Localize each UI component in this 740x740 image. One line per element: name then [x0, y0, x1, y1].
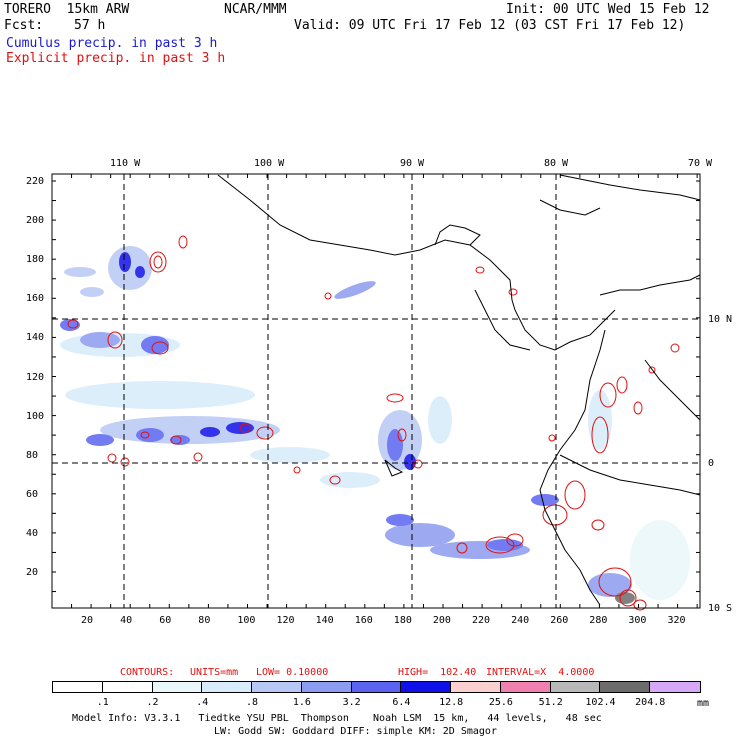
y-tick-label: 60 — [26, 488, 39, 500]
forecast-label: Fcst: — [4, 18, 44, 33]
forecast-hours: 57 h — [74, 18, 106, 33]
colorbar — [52, 681, 701, 693]
lat-label-10n: 10 N — [708, 314, 733, 325]
axis-ticks — [51, 174, 700, 608]
contours-high: HIGH= 102.40 — [398, 667, 477, 678]
contours-low: LOW= 0.10000 — [256, 667, 329, 678]
lon-label-80w: 80 W — [544, 158, 569, 169]
colorbar-label: 12.8 — [439, 697, 464, 708]
y-tick-label: 160 — [26, 293, 45, 305]
colorbar-label: 1.6 — [292, 697, 311, 708]
x-tick-label: 160 — [354, 615, 373, 626]
model-name: TORERO 15km ARW — [4, 2, 130, 17]
y-tick-label: 20 — [26, 567, 39, 578]
colorbar-label: 25.6 — [488, 697, 513, 708]
x-tick-label: 60 — [159, 615, 172, 626]
lat-lon-grid — [52, 174, 700, 608]
x-tick-label: 100 — [237, 615, 256, 626]
x-tick-label: 240 — [511, 615, 530, 626]
lon-label-90w: 90 W — [400, 158, 425, 169]
colorbar-label: 51.2 — [538, 697, 563, 708]
colorbar-swatch — [351, 682, 402, 692]
colorbar-swatch — [53, 682, 103, 692]
x-tick-label: 220 — [472, 615, 491, 626]
y-tick-label: 180 — [26, 254, 45, 266]
init-time: Init: 00 UTC Wed 15 Feb 12 — [506, 2, 710, 17]
colorbar-swatch — [401, 682, 452, 692]
contours-interval: INTERVAL=X 4.0000 — [486, 667, 595, 678]
colorbar-swatch — [152, 682, 203, 692]
cumulus-precip-areas — [60, 246, 690, 604]
colorbar-swatch — [650, 682, 700, 692]
contours-label: CONTOURS: — [120, 667, 175, 678]
x-tick-label: 280 — [589, 615, 608, 626]
colorbar-swatch — [102, 682, 153, 692]
x-tick-label: 320 — [667, 615, 686, 626]
colorbar-swatch — [252, 682, 302, 692]
legend-explicit: Explicit precip. in past 3 h — [6, 51, 226, 66]
colorbar-unit: mm — [697, 698, 710, 709]
y-tick-label: 220 — [26, 176, 45, 187]
y-tick-label: 80 — [26, 449, 39, 461]
x-tick-label: 200 — [432, 615, 451, 626]
colorbar-swatch — [301, 682, 352, 692]
x-tick-label: 120 — [276, 615, 295, 626]
colorbar-label: .4 — [196, 697, 209, 708]
y-tick-label: 140 — [26, 332, 45, 344]
colorbar-swatch — [550, 682, 601, 692]
y-tick-label: 40 — [26, 527, 39, 539]
colorbar-label: 102.4 — [585, 697, 616, 708]
colorbar-label: 3.2 — [342, 697, 361, 708]
colorbar-label: .2 — [146, 697, 159, 708]
x-tick-label: 180 — [393, 615, 412, 626]
physics-info: LW: Godd SW: Goddard DIFF: simple KM: 2D… — [214, 726, 497, 737]
organization: NCAR/MMM — [224, 2, 287, 17]
colorbar-swatch — [202, 682, 253, 692]
valid-time: Valid: 09 UTC Fri 17 Feb 12 (03 CST Fri … — [294, 18, 686, 33]
coastlines — [217, 174, 701, 606]
colorbar-label: .1 — [96, 697, 109, 708]
colorbar-swatch — [600, 682, 651, 692]
contours-units: UNITS=mm — [190, 667, 239, 678]
y-tick-label: 200 — [26, 215, 45, 227]
lat-label-10s: 10 S — [708, 603, 733, 614]
x-tick-label: 300 — [628, 615, 647, 626]
explicit-precip-contours — [67, 235, 680, 611]
x-tick-label: 20 — [81, 615, 94, 626]
x-tick-label: 260 — [550, 615, 569, 626]
y-tick-label: 100 — [26, 410, 45, 422]
x-tick-label: 80 — [198, 615, 211, 626]
colorbar-swatch — [451, 682, 501, 692]
x-tick-label: 40 — [120, 615, 133, 626]
lat-label-0: 0 — [708, 458, 715, 469]
colorbar-swatch — [500, 682, 551, 692]
lon-label-110w: 110 W — [110, 158, 141, 169]
colorbar-label: .8 — [246, 697, 259, 708]
colorbar-label: 204.8 — [635, 697, 666, 708]
colorbar-label: 6.4 — [392, 697, 411, 708]
model-info: Model Info: V3.3.1 Tiedtke YSU PBL Thomp… — [72, 713, 602, 724]
lon-label-100w: 100 W — [254, 158, 285, 169]
legend-cumulus: Cumulus precip. in past 3 h — [6, 36, 218, 51]
x-tick-label: 140 — [315, 615, 334, 626]
lon-label-70w: 70 W — [688, 158, 713, 169]
y-tick-label: 120 — [26, 371, 45, 383]
